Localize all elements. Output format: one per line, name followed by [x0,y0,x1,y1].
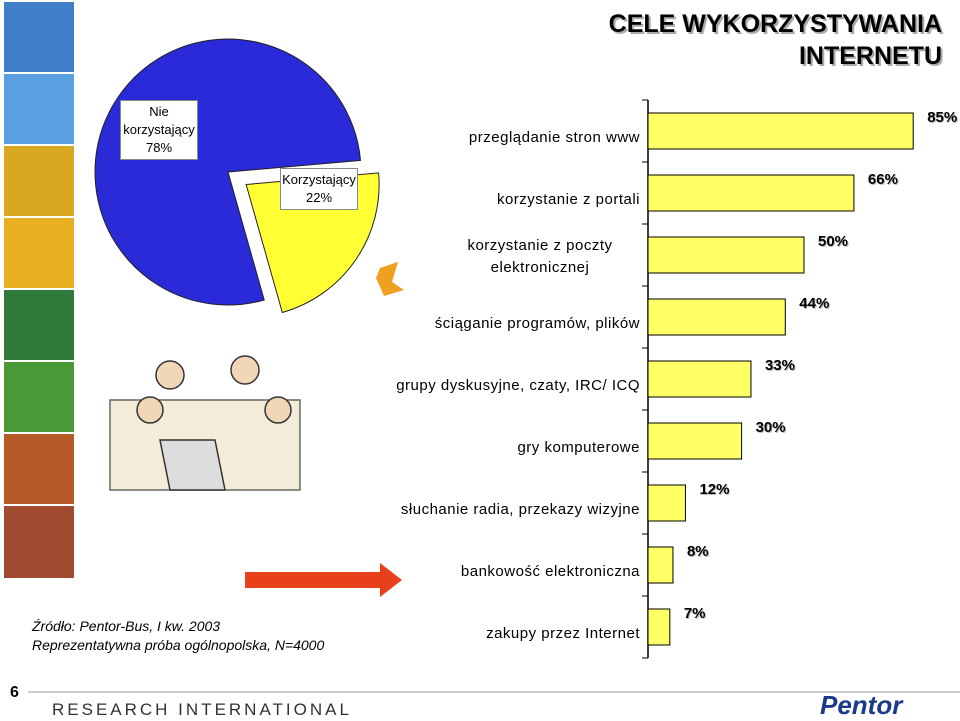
value-label: 44% [799,295,830,312]
category-label: przeglądanie stron www [468,129,640,146]
bar [647,236,805,274]
pie-value-label: 22% [305,190,333,205]
value-label: 33% [764,357,795,374]
page-number: 6 [10,684,19,701]
value-label: 85% [927,109,958,126]
category-label: ściąganie programów, plików [434,315,640,332]
footer-right: Pentor [820,690,903,720]
bar [647,546,674,584]
bar [647,298,786,336]
title-line: CELE WYKORZYSTYWANIA [608,10,942,38]
source: Źródło: Pentor-Bus, I kw. 2003 [32,618,221,634]
category-label: zakupy przez Internet [486,625,640,642]
arrow [245,563,402,597]
value-label: 66% [867,171,898,188]
pie-category: Nie korzystający [123,104,195,137]
source: Reprezentatywna próba ogólnopolska, N=40… [32,637,325,653]
footer-left: RESEARCH INTERNATIONAL [52,700,352,719]
people-illustration [109,355,301,491]
category-label: gry komputerowe [517,439,640,456]
title: CELE WYKORZYSTYWANIA INTERNETU [609,8,942,72]
value-label: 12% [699,481,730,498]
bar [647,608,671,646]
bar [647,484,686,522]
category-label: bankowość elektroniczna [460,563,640,580]
pie-value-label: 78% [145,140,173,155]
bar [647,174,855,212]
value-label: 30% [755,419,786,436]
category-label: słuchanie radia, przekazy wizyjne [400,501,640,518]
bar [647,112,914,150]
category-label: korzystanie z portali [496,191,640,208]
title-line: INTERNETU [798,42,942,70]
category-label: grupy dyskusyjne, czaty, IRC/ ICQ [396,377,640,394]
bar [647,360,752,398]
pie-category: Korzystający [282,172,356,187]
category-label: korzystanie z poczty elektronicznej [467,237,613,276]
photo-strip [4,2,74,578]
pie-label: Korzystający 22% [280,168,358,210]
bar [647,422,743,460]
value-label: 7% [683,605,706,622]
value-label: 50% [818,233,849,250]
pie-label: Nie korzystający 78% [120,100,198,160]
arrow [376,262,404,296]
value-label: 8% [686,543,709,560]
